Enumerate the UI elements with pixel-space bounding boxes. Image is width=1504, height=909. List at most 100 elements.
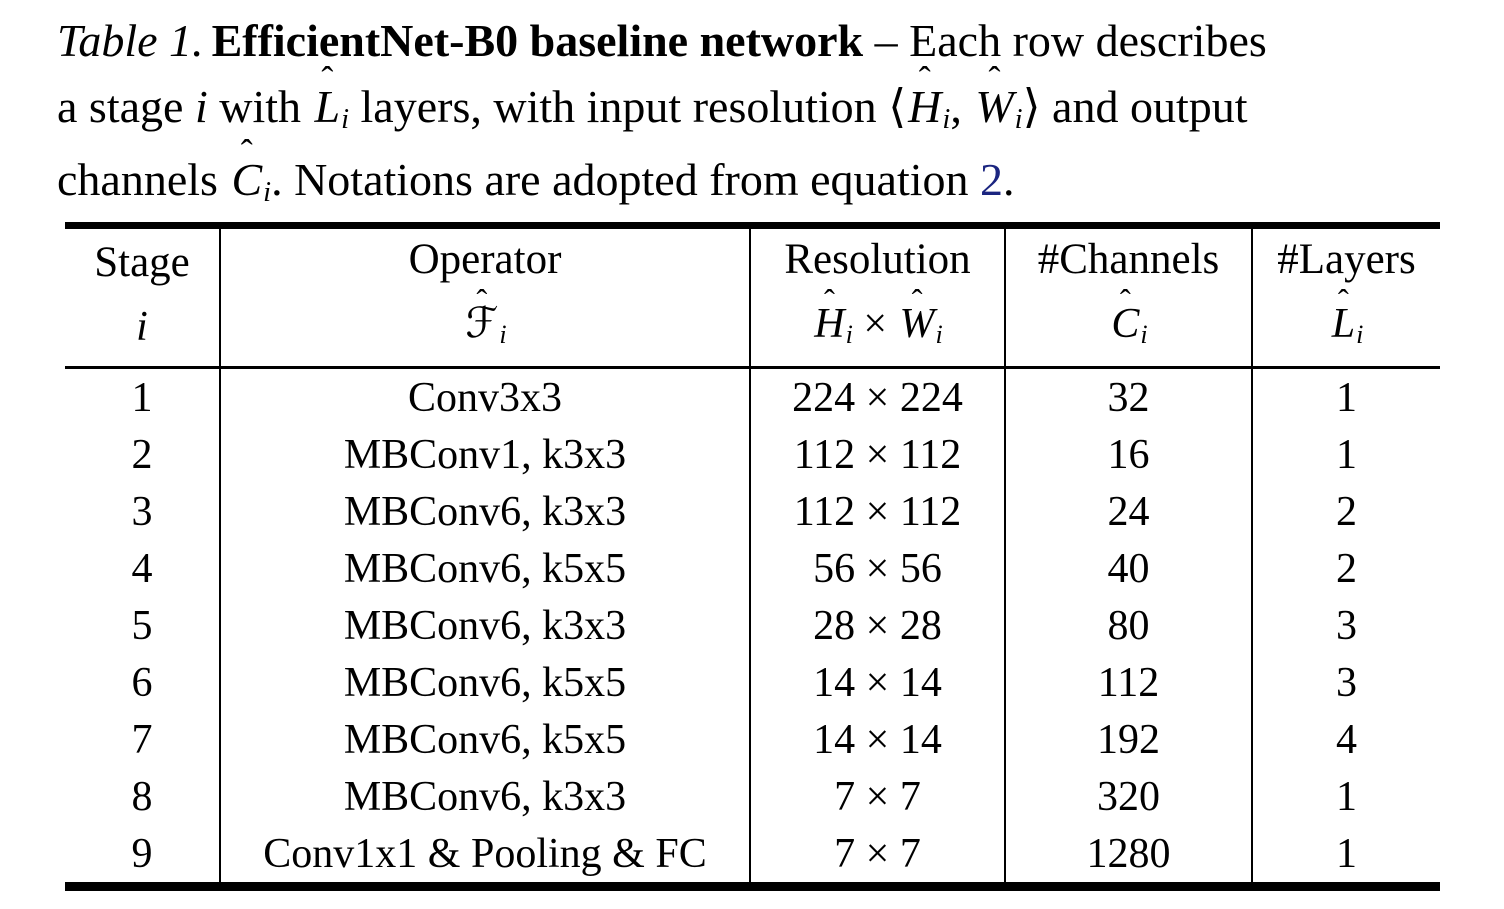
- column-title: Operator: [408, 236, 562, 283]
- text-segment: ⟨: [888, 81, 907, 132]
- table-cell: 224 × 224: [750, 367, 1006, 426]
- equation-link[interactable]: 2: [980, 154, 1004, 205]
- table-body: 1 Conv3x3 224 × 224 32 1 2 MBConv1, k3x3 112 × …: [65, 367, 1440, 887]
- text-segment: i: [1356, 319, 1364, 349]
- table-cell: MBConv6, k5x5: [220, 711, 751, 768]
- hat-accent: ˆ: [240, 131, 253, 172]
- table-cell: 14 × 14: [750, 654, 1006, 711]
- table-cell: 4: [1336, 716, 1357, 763]
- table-cell: MBConv6, k3x3: [220, 768, 751, 825]
- table-cell: 7 × 7: [750, 825, 1006, 887]
- text-segment: ×: [852, 301, 898, 347]
- table-row: 7 MBConv6, k5x5 14 × 14 192 4: [65, 711, 1440, 768]
- hat-accent: ˆ: [476, 283, 488, 320]
- table-cell: 3: [65, 483, 221, 540]
- table-cell: 7 × 7: [750, 768, 1006, 825]
- text-segment: ,: [950, 81, 974, 132]
- table-cell: 4: [65, 540, 221, 597]
- table-row: 1 Conv3x3 224 × 224 32 1: [65, 367, 1440, 426]
- table-cell: 320: [1005, 768, 1253, 825]
- text-segment: i: [1014, 104, 1023, 136]
- column-header-stage: Stage i: [65, 225, 221, 369]
- table-cell: MBConv1, k3x3: [220, 426, 751, 483]
- text-segment: .: [1003, 154, 1015, 205]
- hat-accent: ˆ: [321, 58, 334, 99]
- table-cell: 3: [1336, 659, 1357, 706]
- table-row: 5 MBConv6, k3x3 28 × 28 80 3: [65, 597, 1440, 654]
- table-cell: 2: [1336, 545, 1357, 592]
- table-cell: 80: [1005, 597, 1253, 654]
- column-header-resolution: Resolution ˆ Hi × ˆ Wi: [750, 225, 1006, 369]
- text-segment: EfficientNet-B0 baseline network: [211, 15, 864, 66]
- text-segment: i: [942, 104, 951, 136]
- column-symbol: ˆ Ci: [1006, 286, 1251, 356]
- table-cell: 9: [65, 825, 221, 887]
- column-header-operator: Operator ˆ ℱi: [220, 225, 751, 369]
- column-symbol: i: [65, 300, 219, 354]
- column-symbol: ˆ Li: [1253, 283, 1440, 356]
- text-segment: with: [207, 81, 313, 132]
- table-cell: 28 × 28: [750, 597, 1006, 654]
- table-cell: 112: [1005, 654, 1253, 711]
- column-header-channels: #Channels ˆ Ci: [1005, 225, 1253, 369]
- table-cell: 56 × 56: [750, 540, 1006, 597]
- table-cell: 2: [1336, 488, 1357, 535]
- text-segment: channels: [57, 154, 230, 205]
- column-symbol: ˆ ℱi: [221, 283, 749, 356]
- efficientnet-b0-table: Stage i Operator ˆ ℱi Resolution ˆ Hi × ˆ Wi #Cha…: [65, 222, 1440, 891]
- table-cell: 112 × 112: [750, 426, 1006, 483]
- table-cell: MBConv6, k3x3: [220, 483, 751, 540]
- text-segment: i: [935, 319, 943, 349]
- table-cell: 112 × 112: [750, 483, 1006, 540]
- column-title: #Channels: [1037, 236, 1220, 283]
- table-cell: Conv3x3: [220, 367, 751, 426]
- text-segment: ⟩: [1022, 81, 1041, 132]
- hat-accent: ˆ: [823, 283, 835, 320]
- text-segment: i: [194, 81, 208, 132]
- table-cell: MBConv6, k5x5: [220, 540, 751, 597]
- table-header: Stage i Operator ˆ ℱi Resolution ˆ Hi × ˆ Wi #Cha…: [65, 225, 1440, 369]
- table-row: 6 MBConv6, k5x5 14 × 14 112 3: [65, 654, 1440, 711]
- table-cell: 1: [1336, 773, 1357, 820]
- text-segment: i: [341, 104, 350, 136]
- table-cell: 5: [65, 597, 221, 654]
- text-segment: Table 1.: [57, 15, 204, 66]
- table-cell: 1: [1336, 431, 1357, 478]
- table-row: 2 MBConv1, k3x3 112 × 112 16 1: [65, 426, 1440, 483]
- text-segment: layers, with input resolution: [349, 81, 889, 132]
- column-symbol: ˆ Hi × ˆ Wi: [751, 283, 1004, 356]
- text-segment: i: [499, 319, 507, 349]
- hat-accent: ˆ: [1119, 283, 1131, 320]
- table-row: 9 Conv1x1 & Pooling & FC 7 × 7 1280 1: [65, 825, 1440, 887]
- table-cell: 3: [1336, 602, 1357, 649]
- text-segment: . Notations are adopted from equation: [271, 154, 981, 205]
- hat-accent: ˆ: [988, 58, 1001, 99]
- text-segment: i: [263, 177, 272, 209]
- table-cell: MBConv6, k3x3: [220, 597, 751, 654]
- table-cell: 192: [1005, 711, 1253, 768]
- table-cell: 1: [1336, 830, 1357, 877]
- column-title: Stage: [94, 238, 190, 286]
- table-cell: 8: [65, 768, 221, 825]
- text-segment: a stage: [57, 81, 195, 132]
- table-row: 3 MBConv6, k3x3 112 × 112 24 2: [65, 483, 1440, 540]
- table-cell: 1280: [1005, 825, 1253, 887]
- text-segment: i: [136, 303, 148, 350]
- table-row: 8 MBConv6, k3x3 7 × 7 320 1: [65, 768, 1440, 825]
- table-cell: Conv1x1 & Pooling & FC: [220, 825, 751, 887]
- table-cell: 2: [65, 426, 221, 483]
- column-header-layers: #Layers ˆ Li: [1252, 225, 1440, 369]
- table-cell: 32: [1005, 367, 1253, 426]
- table-row: 4 MBConv6, k5x5 56 × 56 40 2: [65, 540, 1440, 597]
- table-header-row: Stage i Operator ˆ ℱi Resolution ˆ Hi × ˆ Wi #Cha…: [65, 225, 1440, 369]
- hat-accent: ˆ: [918, 58, 931, 99]
- table-caption: Table 1. EfficientNet-B0 baseline network…: [57, 8, 1477, 220]
